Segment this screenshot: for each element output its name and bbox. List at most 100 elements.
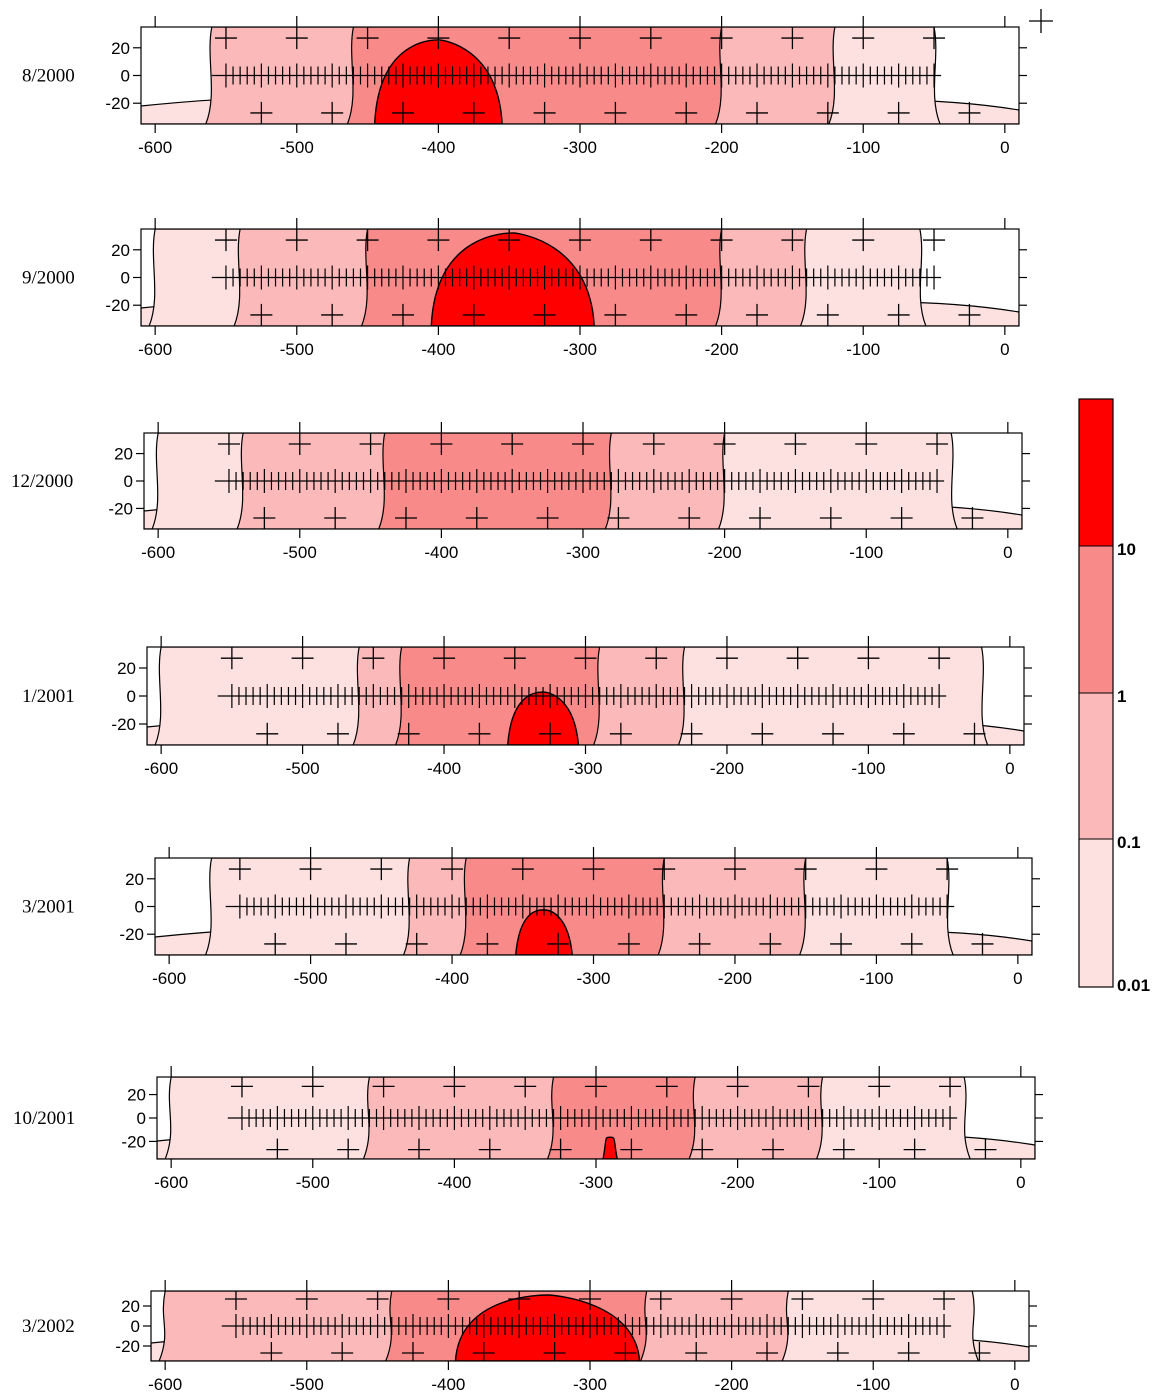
sample-marker (751, 722, 774, 745)
sample-marker (786, 647, 809, 670)
sample-marker (720, 1291, 743, 1310)
plot-area (141, 27, 1019, 124)
sample-marker (299, 858, 322, 881)
sample-marker (710, 27, 733, 50)
sample-marker (617, 932, 640, 955)
x-tick-label: -400 (427, 759, 461, 778)
x-tick-label: -100 (851, 759, 885, 778)
sample-marker (826, 1342, 849, 1361)
sample-marker (356, 27, 379, 50)
x-tick-label: -500 (286, 759, 320, 778)
sample-marker (746, 303, 769, 326)
sample-marker (301, 1077, 324, 1098)
sample-marker (639, 229, 662, 252)
y-tick-label: -20 (111, 715, 136, 734)
sample-marker (285, 229, 308, 252)
sample-marker (476, 932, 499, 955)
y-tick-label: 0 (121, 67, 130, 86)
sample-marker (472, 1342, 495, 1361)
legend-swatch-0-01-0-1 (1079, 839, 1113, 987)
panel-2: 20 0 -20 -600 -500 -400 -300 -200 -100 0 9/2000 (22, 218, 1027, 359)
sample-marker (533, 303, 556, 326)
sample-marker (321, 303, 344, 326)
x-tick-label: -300 (563, 340, 597, 359)
plot-area (144, 433, 1022, 529)
panel-date-label: 3/2001 (22, 897, 75, 918)
sample-marker (362, 647, 385, 670)
sample-marker (264, 932, 287, 955)
panel-3: 20 0 -20 -600 -500 -400 -300 -200 -100 0 12/2000 (11, 422, 1030, 562)
legend-label-10: 10 (1117, 540, 1136, 559)
sample-marker (582, 858, 605, 881)
sample-marker (574, 647, 597, 670)
x-tick-label: -500 (290, 1375, 324, 1394)
sample-marker (816, 303, 839, 326)
y-tick-label: -20 (119, 925, 144, 944)
sample-marker (370, 858, 393, 881)
x-tick-label: -300 (563, 138, 597, 157)
sample-marker (797, 1077, 820, 1098)
plot-area (157, 1077, 1035, 1159)
y-tick-label: 20 (125, 870, 144, 889)
colorbar-legend: 10 1 0.1 0.01 (1078, 398, 1150, 995)
x-tick-label: 0 (1005, 759, 1014, 778)
y-tick-label: 20 (114, 445, 133, 464)
sample-marker (359, 433, 382, 455)
x-tick-label: -200 (718, 969, 752, 988)
panel-date-label: 1/2001 (22, 686, 75, 707)
sample-marker (645, 647, 668, 670)
sample-marker (620, 1138, 643, 1159)
sample-marker (401, 1342, 424, 1361)
x-tick-label: -100 (859, 969, 893, 988)
x-tick-label: -100 (849, 543, 883, 562)
sample-marker (868, 1077, 891, 1098)
sample-marker (607, 507, 630, 529)
sample-marker (462, 303, 485, 326)
sample-marker (503, 647, 526, 670)
sample-marker (291, 647, 314, 670)
x-tick-label: -300 (579, 1173, 613, 1192)
x-tick-label: -400 (431, 1375, 465, 1394)
x-tick-label: 0 (1000, 138, 1009, 157)
sample-marker (715, 647, 738, 670)
x-tick-label: -400 (437, 1173, 471, 1192)
sample-marker (465, 507, 488, 529)
y-tick-label: 0 (131, 1317, 140, 1336)
x-tick-label: -100 (856, 1375, 890, 1394)
sample-marker (958, 101, 981, 124)
sample-marker (974, 1138, 997, 1159)
sample-marker (819, 507, 842, 529)
sample-marker (288, 433, 311, 455)
sample-marker (604, 101, 627, 124)
sample-marker (214, 229, 237, 252)
x-tick-label: -200 (710, 759, 744, 778)
x-tick-label: -300 (573, 1375, 607, 1394)
x-tick-label: -400 (435, 969, 469, 988)
sample-marker (334, 932, 357, 955)
y-tick-label: 20 (111, 241, 130, 260)
panels: 200-20-600 -500 -400 -300 -200 -100 08/2000200… (11, 16, 1043, 1394)
x-tick-label: -300 (576, 969, 610, 988)
y-tick-label: 20 (121, 1297, 140, 1316)
sample-marker (897, 1342, 920, 1361)
x-tick-label: -500 (294, 969, 328, 988)
sample-marker (295, 1291, 318, 1310)
sample-marker (250, 101, 273, 124)
plot-area (151, 1291, 1029, 1361)
x-tick-label: -600 (144, 759, 178, 778)
sample-marker (936, 858, 959, 881)
sample-marker (579, 1291, 601, 1310)
x-tick-label: -600 (154, 1173, 188, 1192)
sample-marker (822, 722, 845, 745)
sample-marker (331, 1342, 354, 1361)
y-tick-label: 0 (124, 472, 133, 491)
sample-marker (572, 433, 594, 455)
sample-marker (759, 932, 782, 955)
sample-marker (427, 229, 450, 252)
contour-hotspot (602, 1136, 618, 1159)
sample-marker (397, 722, 420, 745)
sample-marker (604, 303, 627, 326)
legend-label-0-1: 0.1 (1117, 833, 1141, 852)
sample-marker (372, 1077, 395, 1098)
sample-marker (816, 101, 839, 124)
